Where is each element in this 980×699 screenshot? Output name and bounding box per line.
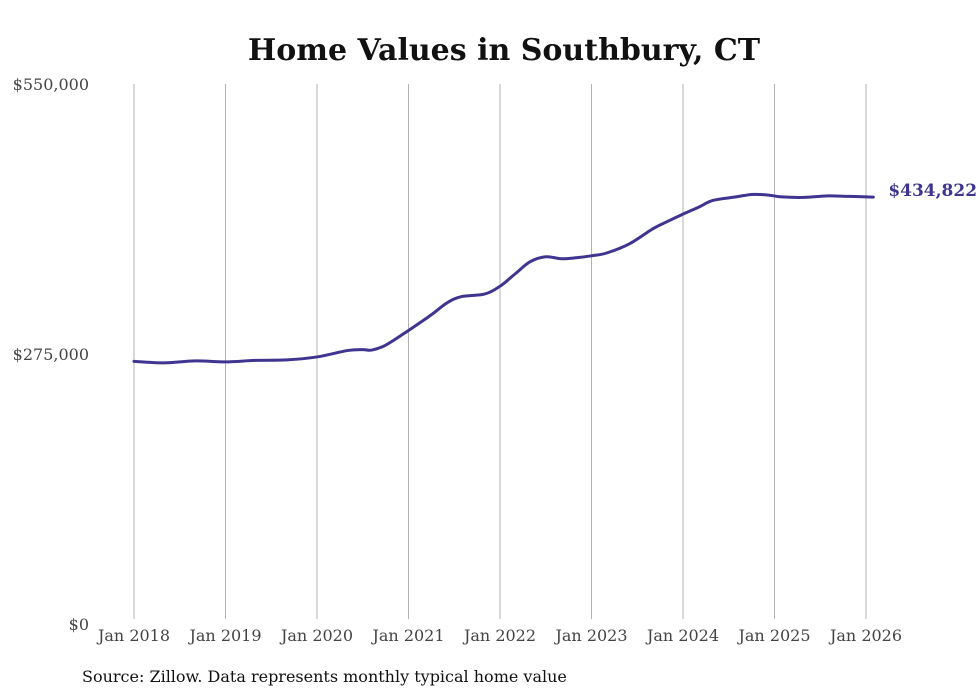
y-tick-label: $275,000 <box>13 345 89 364</box>
x-tick-label: Jan 2026 <box>828 626 902 645</box>
y-axis-ticks: $0 $275,000 $550,000 <box>13 75 89 634</box>
series-lines <box>132 192 875 365</box>
x-tick-label: Jan 2019 <box>187 626 261 645</box>
series-line-0 <box>132 192 875 365</box>
x-tick-label: Jan 2024 <box>645 626 719 645</box>
x-tick-label: Jan 2025 <box>736 626 810 645</box>
x-tick-label: Jan 2020 <box>279 626 353 645</box>
y-tick-label: $0 <box>69 615 89 634</box>
series-end-labels: $434,822 <box>888 181 977 201</box>
x-tick-label: Jan 2023 <box>553 626 627 645</box>
x-axis-ticks: Jan 2018 Jan 2019 Jan 2020 Jan 2021 Jan 2022… <box>96 626 902 645</box>
chart-title: Home Values in Southbury, CT <box>248 33 761 68</box>
x-tick-label: Jan 2022 <box>462 626 536 645</box>
y-tick-label: $550,000 <box>13 75 89 94</box>
series-end-value-label: $434,822 <box>888 181 977 201</box>
vertical-gridlines <box>133 84 867 619</box>
x-tick-label: Jan 2021 <box>370 626 444 645</box>
x-tick-label: Jan 2018 <box>96 626 170 645</box>
source-note: Source: Zillow. Data represents monthly … <box>82 667 567 686</box>
